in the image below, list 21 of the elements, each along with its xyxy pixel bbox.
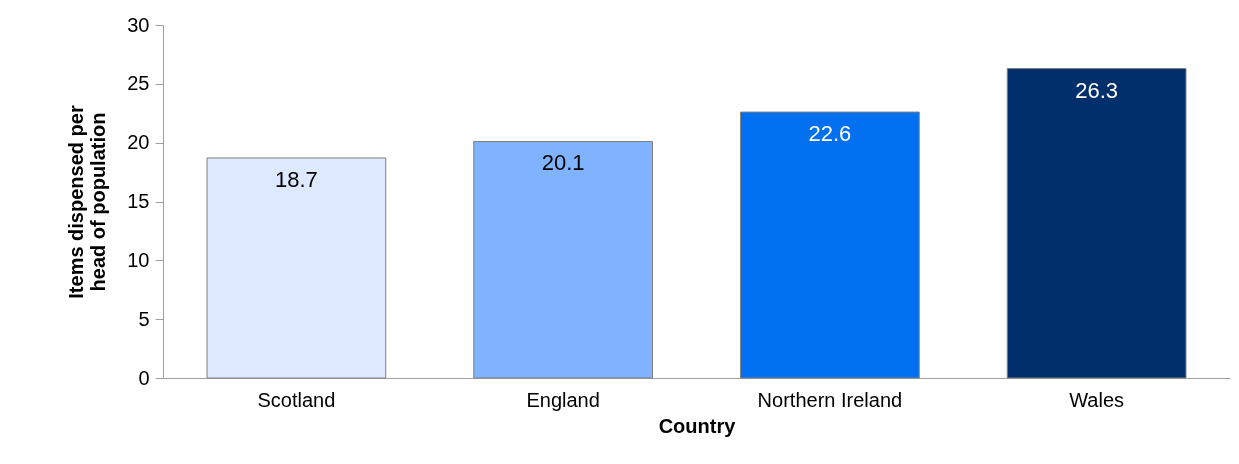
bar bbox=[473, 140, 653, 379]
y-tick-label: 30 bbox=[127, 13, 150, 36]
y-axis-title: Items dispensed per head of population bbox=[65, 105, 110, 299]
y-tick-label: 0 bbox=[138, 366, 150, 389]
y-tick-label: 15 bbox=[127, 190, 150, 212]
y-tick-label: 20 bbox=[127, 131, 150, 154]
bar bbox=[206, 157, 387, 379]
data-label: 22.6 bbox=[808, 121, 852, 147]
bar bbox=[740, 111, 920, 379]
y-tick-label: 25 bbox=[127, 72, 150, 95]
x-tick-label: Scotland bbox=[257, 388, 336, 411]
y-tick-label: 10 bbox=[127, 248, 150, 271]
x-axis-title: Country bbox=[658, 414, 737, 437]
data-label: 26.3 bbox=[1075, 77, 1119, 103]
x-tick-label: Wales bbox=[1069, 388, 1125, 411]
y-tick-label: 5 bbox=[138, 307, 150, 330]
data-label: 18.7 bbox=[274, 166, 318, 192]
x-tick-label: Northern Ireland bbox=[757, 388, 903, 411]
data-label: 20.1 bbox=[541, 150, 585, 176]
bar bbox=[1006, 68, 1187, 379]
x-tick-label: England bbox=[526, 388, 600, 411]
